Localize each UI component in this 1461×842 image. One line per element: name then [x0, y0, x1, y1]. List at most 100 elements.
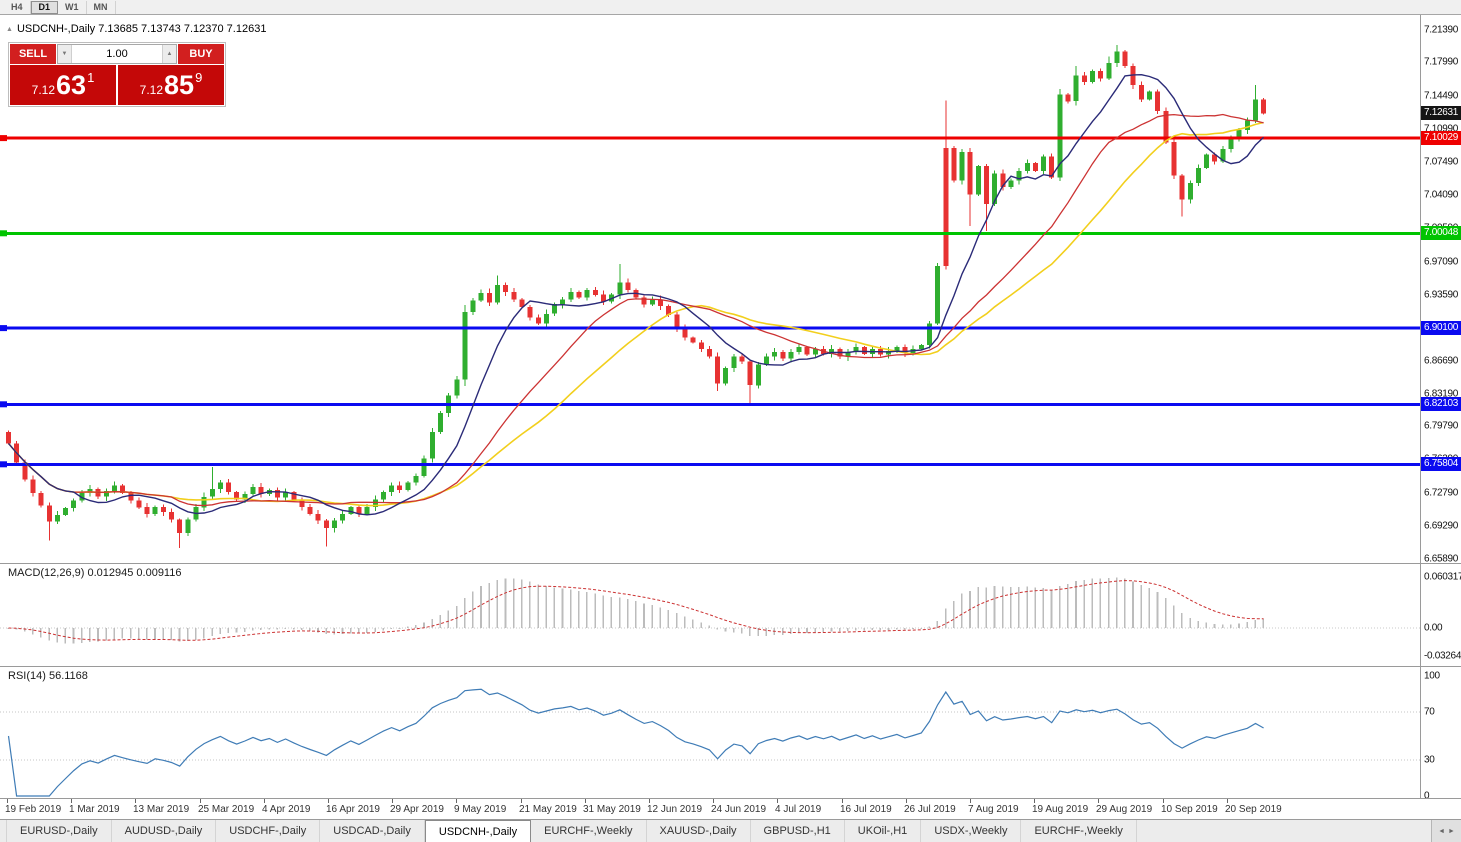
price-axis-tick: 6.65890: [1424, 553, 1459, 565]
date-label: 16 Jul 2019: [840, 804, 892, 815]
symbol-tab-USDCHF-Daily[interactable]: USDCHF-,Daily: [216, 820, 321, 842]
price-axis-tick: 6.72790: [1424, 487, 1459, 499]
timeframe-button-group: H4 D1 W1 MN: [4, 0, 116, 14]
date-label: 21 May 2019: [519, 804, 577, 815]
buy-price-prefix: 7.12: [139, 83, 164, 97]
horizontal-level-line[interactable]: [0, 402, 1420, 406]
date-tick: [328, 799, 329, 803]
timeframe-toolbar: H4 D1 W1 MN: [0, 0, 1461, 15]
date-label: 12 Jun 2019: [647, 804, 703, 815]
date-tick: [585, 799, 586, 803]
date-label: 13 Mar 2019: [133, 804, 190, 815]
date-label: 25 Mar 2019: [198, 804, 255, 815]
buy-price-sup: 9: [195, 70, 203, 85]
volume-field[interactable]: ▼ 1.00 ▲: [57, 44, 177, 64]
price-axis[interactable]: 7.21390 7.17990 7.14490 7.10990 7.07490 7.040…: [1420, 15, 1461, 802]
price-axis-tick: 6.79790: [1424, 420, 1459, 432]
symbol-tab-USDCAD-Daily[interactable]: USDCAD-,Daily: [320, 820, 425, 842]
panel-separator[interactable]: [0, 666, 1461, 667]
chart-tab-bar: EURUSD-,Daily AUDUSD-,Daily USDCHF-,Daily U…: [0, 819, 1461, 842]
date-label: 29 Apr 2019: [390, 804, 444, 815]
horizontal-level-line[interactable]: [0, 231, 1420, 235]
date-label: 4 Jul 2019: [775, 804, 822, 815]
date-tick: [200, 799, 201, 803]
horizontal-level-line[interactable]: [0, 136, 1420, 140]
sell-price-display[interactable]: 7.12 63 1: [10, 65, 116, 105]
timeframe-button-W1[interactable]: W1: [58, 0, 87, 14]
line-edge-marker: [0, 135, 7, 142]
date-label: 7 Aug 2019: [968, 804, 1019, 815]
volume-value[interactable]: 1.00: [106, 48, 128, 60]
symbol-tab-XAUUSD-Daily[interactable]: XAUUSD-,Daily: [647, 820, 751, 842]
symbol-tab-GBPUSD-H1[interactable]: GBPUSD-,H1: [751, 820, 845, 842]
line-edge-marker: [0, 461, 7, 468]
tab-scroll-control[interactable]: ◄ ►: [1431, 820, 1461, 842]
timeframe-button-MN[interactable]: MN: [87, 0, 116, 14]
price-axis-tick: 6.97090: [1424, 256, 1459, 267]
trade-controls-row: SELL ▼ 1.00 ▲ BUY: [10, 44, 224, 64]
macd-axis-tick: 0.00: [1424, 622, 1443, 634]
time-axis[interactable]: 19 Feb 2019 1 Mar 2019 13 Mar 2019 25 Mar 2…: [0, 799, 1461, 819]
rsi-axis-tick: 0: [1424, 790, 1430, 802]
panel-separator: [0, 798, 1461, 799]
symbol-tab-EURCHF-Weekly[interactable]: EURCHF-,Weekly: [531, 820, 647, 842]
line-edge-marker: [0, 230, 7, 237]
date-label: 20 Sep 2019: [1225, 804, 1282, 815]
macd-chart-canvas[interactable]: [0, 564, 1420, 666]
date-label: 19 Feb 2019: [5, 804, 62, 815]
collapse-arrow-icon[interactable]: ▲: [6, 26, 13, 33]
tab-scroll-right-icon[interactable]: ►: [1448, 827, 1455, 835]
symbol-tab-USDX-Weekly[interactable]: USDX-,Weekly: [921, 820, 1022, 842]
price-axis-tick: 7.21390: [1424, 24, 1459, 36]
price-axis-tick: 7.17990: [1424, 56, 1459, 68]
symbol-tab-UKOil-H1[interactable]: UKOil-,H1: [845, 820, 922, 842]
timeframe-button-D1[interactable]: D1: [30, 0, 59, 14]
symbol-tab-EURCHF-Weekly[interactable]: EURCHF-,Weekly: [1021, 820, 1137, 842]
price-axis-tick: 6.86690: [1424, 355, 1459, 367]
rsi-axis-tick: 70: [1424, 706, 1435, 718]
date-tick: [842, 799, 843, 803]
date-label: 1 Mar 2019: [69, 804, 120, 815]
price-axis-tick: 7.14490: [1424, 90, 1459, 102]
date-tick: [264, 799, 265, 803]
date-tick: [777, 799, 778, 803]
macd-label: MACD(12,26,9) 0.012945 0.009116: [8, 567, 182, 579]
date-label: 29 Aug 2019: [1096, 804, 1153, 815]
date-label: 9 May 2019: [454, 804, 507, 815]
symbol-tab-USDCNH-Daily[interactable]: USDCNH-,Daily: [424, 820, 532, 842]
price-level-badge[interactable]: 7.10029: [1421, 131, 1461, 146]
symbol-tab-AUDUSD-Daily[interactable]: AUDUSD-,Daily: [112, 820, 217, 842]
price-chart-canvas[interactable]: [0, 15, 1420, 563]
buy-button[interactable]: BUY: [178, 44, 224, 64]
date-label: 31 May 2019: [583, 804, 641, 815]
buy-price-display[interactable]: 7.12 85 9: [118, 65, 224, 105]
timeframe-button-H4[interactable]: H4: [4, 0, 31, 14]
symbol-tab-EURUSD-Daily[interactable]: EURUSD-,Daily: [6, 820, 112, 842]
date-tick: [135, 799, 136, 803]
date-label: 16 Apr 2019: [326, 804, 380, 815]
price-level-badge[interactable]: 6.90100: [1421, 321, 1461, 336]
rsi-chart-canvas[interactable]: [0, 667, 1420, 798]
price-level-badge[interactable]: 6.82103: [1421, 397, 1461, 412]
macd-panel[interactable]: MACD(12,26,9) 0.012945 0.009116: [0, 564, 1420, 666]
candles: [6, 45, 1267, 549]
price-level-badge[interactable]: 6.75804: [1421, 457, 1461, 472]
tab-scroll-left-icon[interactable]: ◄: [1438, 827, 1445, 835]
price-level-badge[interactable]: 7.00048: [1421, 226, 1461, 241]
date-tick: [649, 799, 650, 803]
date-tick: [7, 799, 8, 803]
ma-slow-line: [7, 121, 1264, 507]
date-label: 24 Jun 2019: [711, 804, 767, 815]
volume-increase-button[interactable]: ▲: [162, 45, 176, 63]
horizontal-level-line[interactable]: [0, 462, 1420, 466]
panel-separator[interactable]: [0, 563, 1461, 564]
price-chart-panel[interactable]: ▲ USDCNH-,Daily 7.13685 7.13743 7.12370 7…: [0, 15, 1420, 563]
date-label: 4 Apr 2019: [262, 804, 311, 815]
date-tick: [521, 799, 522, 803]
sell-button[interactable]: SELL: [10, 44, 56, 64]
price-axis-tick: 7.07490: [1424, 156, 1459, 168]
rsi-panel[interactable]: RSI(14) 56.1168: [0, 667, 1420, 798]
volume-decrease-button[interactable]: ▼: [58, 45, 72, 63]
macd-axis-tick: 0.060317: [1424, 571, 1461, 582]
